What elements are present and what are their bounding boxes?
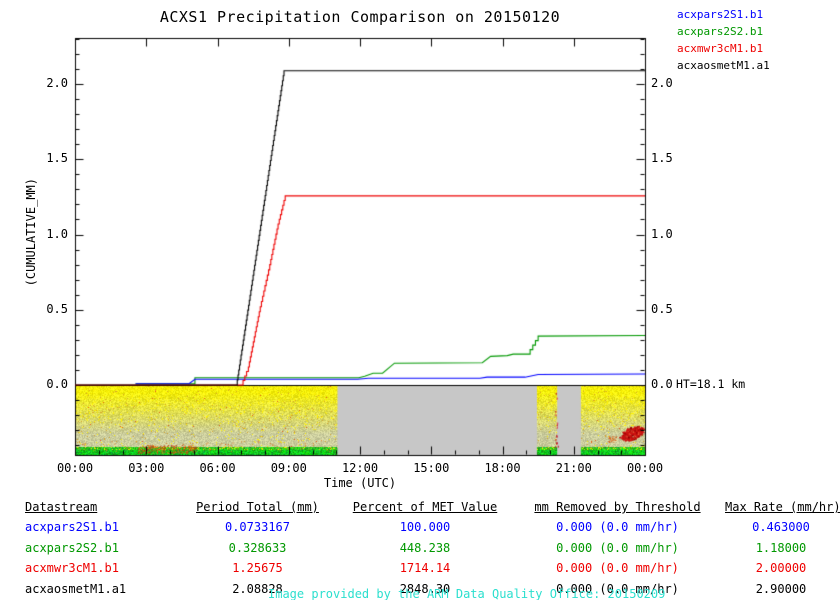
table-cell: 448.238 xyxy=(399,540,451,555)
table-header-cell: Max Rate (mm/hr) xyxy=(725,500,840,514)
x-tick-label: 00:00 xyxy=(626,461,664,475)
table-cell: acxaosmetM1.a1 xyxy=(25,581,127,596)
legend-item-acxpars2S1.b1: acxpars2S1.b1 xyxy=(677,8,764,21)
table-cell: acxpars2S2.b1 xyxy=(25,540,119,555)
table-cell: 0.0733167 xyxy=(224,520,291,534)
y-tick-label-right: 1.0 xyxy=(651,226,673,241)
table-cell: 2.00000 xyxy=(755,561,807,575)
y-tick-label-left: 1.5 xyxy=(46,151,68,166)
x-tick-label: 00:00 xyxy=(56,461,94,475)
chart-title: ACXS1 Precipitation Comparison on 201501… xyxy=(159,8,561,26)
table-cell: 0.000 (0.0 mm/hr) xyxy=(556,520,679,534)
table-row: acxpars2S2.b1 0.328633 448.238 0.000 (0.0 m… xyxy=(25,541,837,555)
table-cell: 0.463000 xyxy=(752,520,810,534)
table-header-row: Datastream Period Total (mm) Percent of ME… xyxy=(25,500,840,514)
table-header-cell: Percent of MET Value xyxy=(352,500,498,514)
table-cell: 0.000 (0.0 mm/hr) xyxy=(556,581,679,596)
table-cell: 0.000 (0.0 mm/hr) xyxy=(556,540,679,555)
legend-item-acxpars2S2.b1: acxpars2S2.b1 xyxy=(677,25,764,38)
table-cell: 1.18000 xyxy=(755,540,807,555)
table-cell: 1.25675 xyxy=(232,561,283,575)
y-tick-label-right: 0.0 xyxy=(651,377,673,391)
y-tick-label-left: 0.0 xyxy=(46,377,68,391)
legend-item-acxmwr3cM1.b1: acxmwr3cM1.b1 xyxy=(677,42,764,55)
x-tick-label: 12:00 xyxy=(341,461,379,475)
legend-item-acxaosmetM1.a1: acxaosmetM1.a1 xyxy=(677,59,770,72)
y-tick-label-left: 2.0 xyxy=(46,76,68,90)
table-row: acxpars2S1.b1 0.0733167 100.000 0.000 (0.0 … xyxy=(25,520,837,534)
table-cell: 2.08828 xyxy=(232,581,283,596)
y-tick-label-right: 0.5 xyxy=(651,301,673,316)
y-tick-label-right: 2.0 xyxy=(651,76,673,90)
table-header-cell: Period Total (mm) xyxy=(196,500,319,514)
table-header-cell: Datastream xyxy=(25,500,98,514)
x-tick-label: 21:00 xyxy=(555,461,592,475)
table-row: acxmwr3cM1.b1 1.25675 1714.14 0.000 (0.0 mm… xyxy=(25,561,837,575)
table-cell: 2848.30 xyxy=(399,581,451,596)
table-cell: 0.000 (0.0 mm/hr) xyxy=(556,561,679,575)
x-tick-label: 09:00 xyxy=(270,461,307,475)
x-tick-label: 06:00 xyxy=(199,461,236,475)
table-cell: acxmwr3cM1.b1 xyxy=(25,561,119,575)
height-annotation: HT=18.1 km xyxy=(676,377,746,391)
x-tick-label: 15:00 xyxy=(413,461,450,475)
x-tick-label: 03:00 xyxy=(128,461,165,475)
x-axis-title: Time (UTC) xyxy=(323,476,397,490)
table-row: acxaosmetM1.a1 2.08828 2848.30 0.000 (0.0 m… xyxy=(25,582,837,596)
y-axis-title: (CUMULATIVE_MM) xyxy=(24,178,38,287)
y-tick-label-right: 1.5 xyxy=(651,151,673,166)
table-cell: acxpars2S1.b1 xyxy=(25,520,119,534)
table-cell: 2.90000 xyxy=(755,581,807,596)
y-tick-label-left: 0.5 xyxy=(46,301,68,316)
footer-credit: Image provided by the ARM Data Quality O… xyxy=(268,587,666,600)
table-cell: 100.000 xyxy=(399,520,451,534)
y-tick-label-left: 1.0 xyxy=(46,226,68,241)
table-cell: 1714.14 xyxy=(399,561,451,575)
x-tick-label: 18:00 xyxy=(484,461,521,475)
table-header-cell: mm Removed by Threshold xyxy=(534,500,701,514)
table-cell: 0.328633 xyxy=(228,540,287,555)
